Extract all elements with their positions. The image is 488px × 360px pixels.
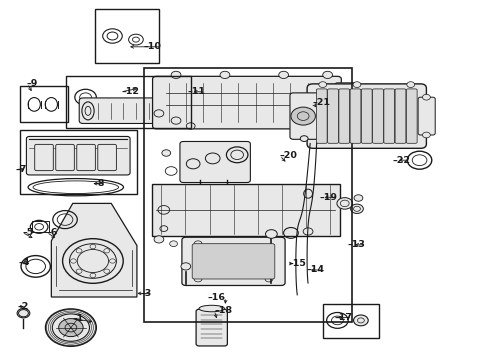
Circle shape <box>422 94 429 100</box>
Circle shape <box>169 241 177 247</box>
FancyBboxPatch shape <box>77 144 95 171</box>
FancyBboxPatch shape <box>152 76 341 129</box>
Circle shape <box>186 123 195 129</box>
Text: –3: –3 <box>140 289 151 298</box>
FancyBboxPatch shape <box>306 84 426 148</box>
Circle shape <box>171 117 181 124</box>
Text: –21: –21 <box>312 98 330 107</box>
Text: –22: –22 <box>392 156 410 165</box>
FancyBboxPatch shape <box>316 89 326 143</box>
FancyBboxPatch shape <box>372 89 383 143</box>
Circle shape <box>171 71 181 78</box>
Circle shape <box>226 147 247 163</box>
Circle shape <box>322 71 332 78</box>
Circle shape <box>220 71 229 78</box>
Text: –13: –13 <box>347 240 365 249</box>
FancyBboxPatch shape <box>180 141 250 183</box>
Circle shape <box>162 150 170 156</box>
Ellipse shape <box>82 102 94 120</box>
Text: –18: –18 <box>214 306 232 315</box>
Text: –15: –15 <box>288 259 306 268</box>
Ellipse shape <box>199 305 224 312</box>
Circle shape <box>278 71 288 78</box>
Bar <box>66 76 190 128</box>
Text: –11: –11 <box>187 87 205 96</box>
FancyBboxPatch shape <box>394 89 405 143</box>
FancyBboxPatch shape <box>361 89 371 143</box>
Bar <box>144 68 351 322</box>
Circle shape <box>181 263 190 270</box>
Circle shape <box>17 309 30 318</box>
Text: –8: –8 <box>93 179 105 188</box>
Text: –5: –5 <box>22 228 33 237</box>
Bar <box>20 86 68 122</box>
FancyBboxPatch shape <box>56 144 74 171</box>
Text: –10: –10 <box>143 42 161 51</box>
Text: –4: –4 <box>19 258 30 267</box>
Circle shape <box>422 132 429 138</box>
Text: –17: –17 <box>333 313 351 322</box>
Circle shape <box>154 236 163 243</box>
FancyBboxPatch shape <box>196 309 227 346</box>
Circle shape <box>353 195 362 201</box>
FancyBboxPatch shape <box>79 98 175 123</box>
Text: –16: –16 <box>207 292 225 302</box>
Circle shape <box>290 107 315 125</box>
Text: –2: –2 <box>17 302 28 311</box>
Circle shape <box>194 276 202 282</box>
Text: –9: –9 <box>27 79 38 88</box>
Text: –7: –7 <box>16 165 27 174</box>
Circle shape <box>303 228 312 235</box>
Bar <box>20 130 137 194</box>
FancyBboxPatch shape <box>35 144 53 171</box>
Circle shape <box>336 198 352 209</box>
Circle shape <box>154 110 163 117</box>
Circle shape <box>265 230 277 238</box>
FancyBboxPatch shape <box>349 89 360 143</box>
Ellipse shape <box>166 102 176 120</box>
FancyBboxPatch shape <box>338 89 349 143</box>
Polygon shape <box>51 203 137 297</box>
FancyBboxPatch shape <box>334 83 359 122</box>
Text: –6: –6 <box>46 228 58 237</box>
FancyBboxPatch shape <box>98 144 116 171</box>
Circle shape <box>45 309 96 346</box>
Circle shape <box>300 136 307 141</box>
Text: –14: –14 <box>305 266 324 274</box>
Text: –12: –12 <box>121 87 139 96</box>
FancyBboxPatch shape <box>383 89 394 143</box>
Text: –20: –20 <box>279 151 297 160</box>
Text: –1: –1 <box>72 314 83 323</box>
Circle shape <box>353 315 367 326</box>
Circle shape <box>352 82 360 87</box>
Circle shape <box>350 204 363 213</box>
Circle shape <box>318 82 326 87</box>
Circle shape <box>59 319 83 337</box>
FancyBboxPatch shape <box>289 93 318 139</box>
Bar <box>322 304 378 338</box>
Circle shape <box>194 241 202 247</box>
FancyBboxPatch shape <box>26 136 130 175</box>
Bar <box>32 221 49 232</box>
Circle shape <box>264 276 272 282</box>
Bar <box>151 184 339 236</box>
Bar <box>95 9 159 63</box>
FancyBboxPatch shape <box>192 244 274 279</box>
Circle shape <box>406 82 414 87</box>
FancyBboxPatch shape <box>417 97 434 135</box>
FancyBboxPatch shape <box>327 89 338 143</box>
FancyBboxPatch shape <box>406 89 416 143</box>
FancyBboxPatch shape <box>182 237 285 285</box>
Text: –19: –19 <box>319 193 337 202</box>
